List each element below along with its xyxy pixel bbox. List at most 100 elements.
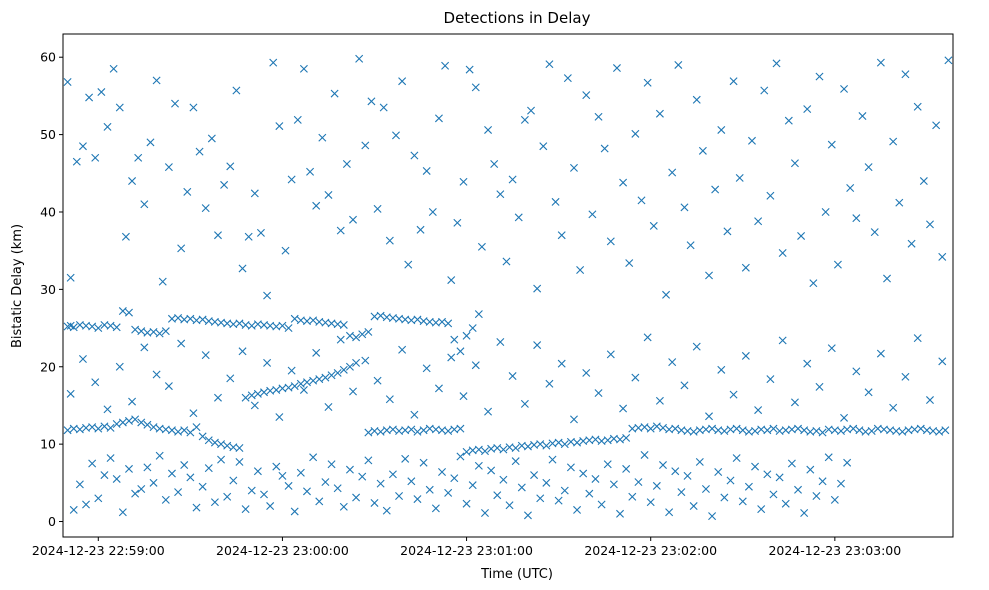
data-point-marker (425, 485, 434, 494)
data-point-marker (137, 327, 146, 336)
data-point-marker (563, 74, 572, 83)
data-point-marker (511, 444, 520, 452)
data-point-marker (729, 390, 738, 399)
data-point-marker (916, 424, 925, 433)
data-point-marker (404, 260, 413, 269)
data-point-marker (88, 459, 97, 468)
data-point-marker (821, 207, 830, 216)
data-point-marker (925, 396, 934, 405)
chart-title: Detections in Delay (444, 9, 591, 27)
data-point-marker (115, 362, 124, 371)
data-point-marker (312, 201, 321, 210)
data-point-marker (726, 476, 735, 485)
data-point-marker (511, 457, 520, 466)
data-point-marker (655, 109, 664, 118)
data-point-marker (438, 468, 447, 476)
data-point-marker (174, 314, 183, 322)
data-point-marker (407, 425, 416, 434)
data-point-marker (594, 112, 603, 121)
data-point-marker (180, 461, 189, 470)
data-point-marker (560, 440, 569, 449)
data-point-marker (309, 453, 318, 462)
data-point-marker (376, 311, 385, 320)
data-point-marker (689, 427, 698, 436)
data-point-marker (557, 231, 566, 240)
data-point-marker (137, 418, 146, 427)
data-point-marker (290, 382, 299, 391)
data-point-marker (533, 341, 542, 350)
data-point-marker (646, 498, 655, 507)
data-point-marker (591, 474, 600, 483)
data-point-marker (272, 385, 281, 394)
data-point-marker (100, 422, 109, 431)
data-point-marker (668, 168, 677, 177)
data-point-marker (217, 455, 226, 464)
data-point-marker (192, 503, 201, 512)
data-point-marker (493, 491, 502, 500)
data-point-marker (809, 279, 818, 288)
x-axis-label: Time (UTC) (480, 567, 553, 582)
data-point-marker (843, 458, 852, 467)
data-point-marker (235, 457, 244, 466)
data-point-marker (576, 266, 585, 275)
data-point-marker (487, 466, 496, 475)
data-point-marker (735, 173, 744, 182)
data-point-marker (180, 426, 189, 435)
data-point-marker (523, 511, 532, 520)
data-point-marker (573, 505, 582, 514)
data-point-marker (315, 375, 324, 384)
data-point-marker (769, 490, 778, 499)
data-point-marker (493, 444, 502, 452)
data-point-marker (815, 72, 824, 81)
data-point-marker (263, 291, 272, 300)
y-tick-label: 0 (48, 514, 56, 529)
data-point-marker (744, 482, 753, 491)
data-point-marker (775, 473, 784, 482)
data-point-marker (471, 83, 480, 92)
y-tick-label: 30 (40, 282, 56, 297)
data-point-marker (677, 488, 686, 497)
data-point-marker (797, 231, 806, 240)
data-point-marker (582, 91, 591, 100)
data-point-marker (428, 207, 437, 216)
data-point-marker (407, 477, 416, 486)
data-point-marker (226, 374, 235, 383)
x-tick-label: 2024-12-23 23:01:00 (400, 543, 533, 558)
data-point-marker (422, 364, 431, 373)
data-point-marker (723, 227, 732, 236)
data-point-marker (266, 502, 275, 511)
data-point-marker (738, 497, 747, 506)
data-point-marker (849, 424, 858, 433)
data-point-marker (309, 316, 318, 325)
data-point-marker (235, 444, 244, 452)
data-point-marker (115, 103, 124, 112)
data-point-marker (352, 333, 361, 342)
plot-area-frame (62, 33, 954, 538)
data-point-marker (668, 358, 677, 367)
data-point-marker (186, 473, 195, 482)
data-point-marker (456, 452, 465, 461)
data-point-marker (606, 350, 615, 359)
data-point-marker (376, 427, 385, 436)
data-point-marker (192, 423, 201, 432)
data-point-marker (275, 122, 284, 131)
data-point-marker (97, 88, 106, 97)
data-point-marker (738, 426, 747, 435)
data-point-marker (714, 468, 723, 476)
data-point-marker (790, 398, 799, 407)
data-point-marker (815, 382, 824, 391)
data-point-marker (146, 138, 155, 147)
data-point-marker (112, 323, 121, 332)
data-point-marker (131, 489, 140, 498)
data-point-marker (588, 210, 597, 219)
data-point-marker (628, 492, 637, 501)
data-point-marker (263, 358, 272, 367)
data-point-marker (499, 475, 508, 484)
data-point-marker (818, 477, 827, 486)
data-point-marker (447, 353, 456, 362)
data-point-marker (514, 213, 523, 222)
data-point-marker (161, 495, 170, 504)
data-point-marker (69, 505, 78, 514)
data-point-marker (361, 141, 370, 150)
